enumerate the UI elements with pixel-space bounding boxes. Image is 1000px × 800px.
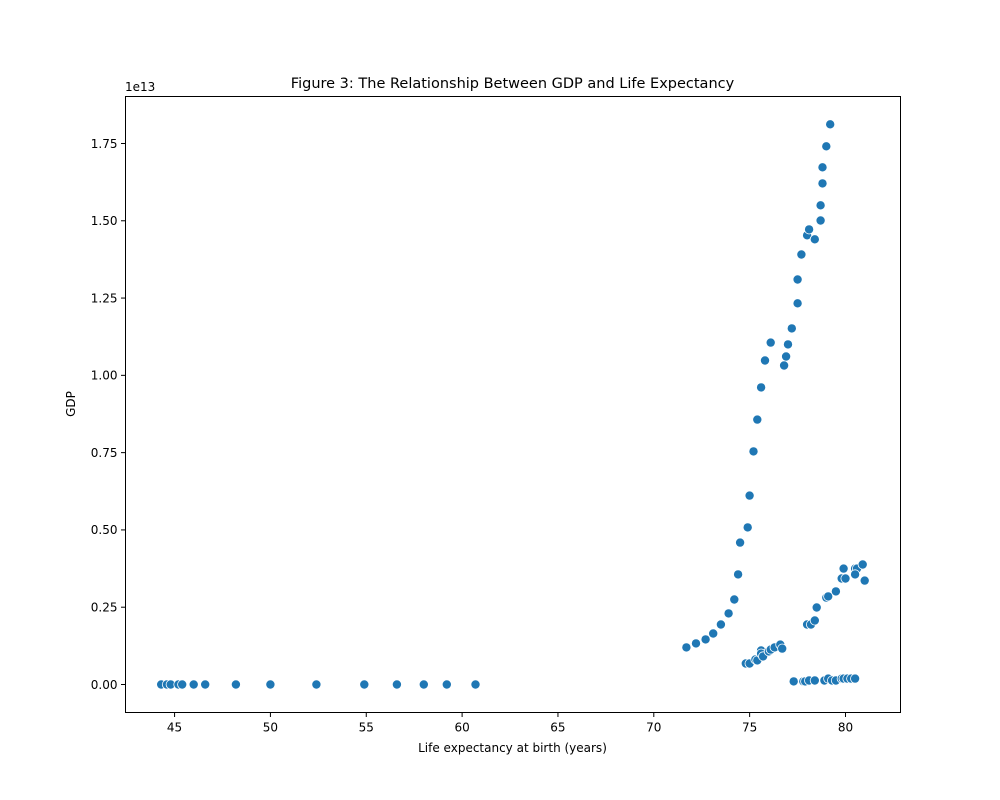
y-offset-label: 1e13 [125, 80, 155, 94]
data-point [815, 200, 826, 211]
data-point [230, 679, 241, 690]
data-point [708, 628, 719, 639]
data-point [779, 360, 790, 371]
x-tick-label: 60 [454, 721, 469, 735]
data-point [825, 119, 836, 130]
y-tick-label: 1.50 [91, 214, 118, 228]
data-point [723, 608, 734, 619]
data-points [156, 119, 870, 690]
data-point [765, 337, 776, 348]
data-point [359, 679, 370, 690]
x-tick-label: 55 [359, 721, 374, 735]
x-axis-label: Life expectancy at birth (years) [418, 741, 607, 755]
data-point [715, 619, 726, 630]
y-axis-label: GDP [64, 391, 78, 417]
data-point [850, 673, 861, 684]
x-axis-ticks: 45 50 55 60 65 70 75 80 [167, 712, 853, 735]
data-point [823, 591, 834, 602]
data-point [681, 642, 692, 653]
data-point [792, 274, 803, 285]
data-point [391, 679, 402, 690]
y-tick-label: 0.50 [91, 523, 118, 537]
data-point [817, 162, 828, 173]
data-point [804, 224, 815, 235]
y-tick-label: 1.00 [91, 369, 118, 383]
data-point [188, 679, 199, 690]
data-point [729, 594, 740, 605]
y-axis-ticks: 0.00 0.25 0.50 0.75 1.00 1.25 1.50 1.75 [91, 137, 126, 692]
data-point [786, 323, 797, 334]
y-tick-label: 0.00 [91, 678, 118, 692]
data-point [783, 339, 794, 350]
data-point [700, 634, 711, 645]
data-point [857, 559, 868, 570]
data-point [811, 602, 822, 613]
data-point [859, 575, 870, 586]
data-point [809, 234, 820, 245]
x-tick-label: 75 [742, 721, 757, 735]
data-point [788, 676, 799, 687]
data-point [792, 298, 803, 309]
data-point [200, 679, 211, 690]
data-point [735, 537, 746, 548]
data-point [470, 679, 481, 690]
data-point [781, 351, 792, 362]
y-tick-label: 1.75 [91, 137, 118, 151]
data-point [311, 679, 322, 690]
data-point [840, 573, 851, 584]
data-point [796, 249, 807, 260]
x-tick-label: 80 [838, 721, 853, 735]
y-tick-label: 0.75 [91, 446, 118, 460]
data-point [748, 446, 759, 457]
data-point [418, 679, 429, 690]
data-point [760, 355, 771, 366]
data-point [809, 615, 820, 626]
data-point [733, 569, 744, 580]
data-point [744, 490, 755, 501]
data-point [756, 382, 767, 393]
data-point [752, 414, 763, 425]
data-point [809, 675, 820, 686]
data-point [821, 141, 832, 152]
axes-frame [125, 96, 901, 713]
x-tick-label: 65 [550, 721, 565, 735]
data-point [838, 563, 849, 574]
data-point [830, 586, 841, 597]
chart-title: Figure 3: The Relationship Between GDP a… [291, 76, 735, 92]
x-tick-label: 50 [263, 721, 278, 735]
data-point [691, 638, 702, 649]
data-point [441, 679, 452, 690]
data-point [815, 215, 826, 226]
data-point [742, 522, 753, 533]
y-tick-label: 0.25 [91, 601, 118, 615]
x-tick-label: 70 [646, 721, 661, 735]
data-point [777, 643, 788, 654]
data-point [850, 569, 861, 580]
x-tick-label: 45 [167, 721, 182, 735]
y-tick-label: 1.25 [91, 291, 118, 305]
data-point [177, 679, 188, 690]
data-point [817, 178, 828, 189]
data-point [265, 679, 276, 690]
